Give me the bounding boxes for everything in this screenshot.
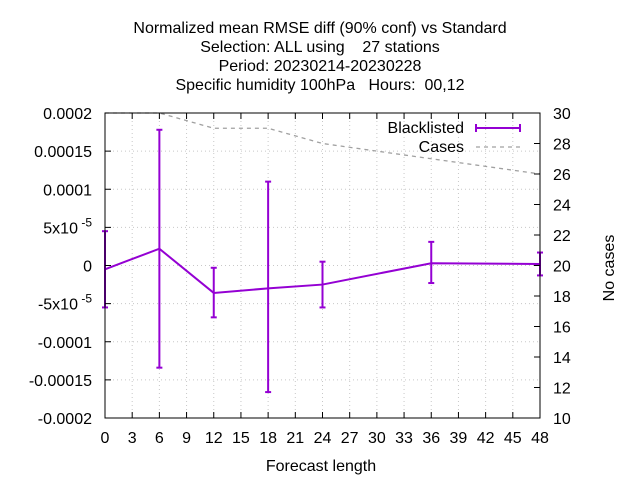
y2-tick-label: 10 (553, 411, 571, 428)
y2-tick-label: 14 (553, 350, 571, 367)
chart-title-line: Specific humidity 100hPa Hours: 00,12 (175, 77, 464, 94)
x-tick-label: 6 (155, 430, 164, 447)
y-tick-label: 5x10 -5 (43, 215, 92, 237)
blacklisted-errorbar (210, 266, 217, 319)
legend-label: Cases (419, 139, 464, 156)
chart-title: Normalized mean RMSE diff (90% conf) vs … (133, 20, 506, 94)
x-tick-label: 27 (341, 430, 359, 447)
y2-axis-label: No cases (601, 235, 618, 302)
legend-label: Blacklisted (388, 120, 464, 137)
x-tick-label: 39 (450, 430, 468, 447)
x-tick-label: 33 (395, 430, 413, 447)
y2-tick-label: 26 (553, 167, 571, 184)
x-tick-label: 12 (205, 430, 223, 447)
blacklisted-errorbar (156, 128, 163, 369)
series-cases (105, 112, 541, 175)
y-axis-ticks: 0.0002 0.00015 0.0001 5x10 -5 0 -5x10 -5 -0.00… (29, 106, 111, 428)
x-tick-label: 48 (531, 430, 549, 447)
y-tick-label: 0.00015 (34, 144, 92, 161)
x-tick-label: 0 (101, 430, 110, 447)
y-tick-label: 0 (83, 259, 92, 276)
x-axis-label: Forecast length (266, 458, 376, 475)
legend-entry-cases: Cases (419, 139, 520, 156)
y-tick-label: 0.0001 (43, 182, 92, 199)
blacklisted-errorbar (319, 260, 326, 309)
cases-line (105, 112, 541, 175)
x-tick-label: 15 (232, 430, 250, 447)
x-tick-label: 9 (182, 430, 191, 447)
x-tick-label: 42 (477, 430, 495, 447)
y2-tick-label: 22 (553, 228, 571, 245)
chart-title-line: Period: 20230214-20230228 (219, 58, 422, 75)
x-tick-label: 21 (286, 430, 304, 447)
chart-title-line: Normalized mean RMSE diff (90% conf) vs … (133, 20, 506, 37)
y2-tick-label: 16 (553, 320, 571, 337)
y2-tick-label: 20 (553, 259, 571, 276)
legend: Blacklisted Cases (388, 120, 521, 156)
x-tick-label: 3 (128, 430, 137, 447)
y2-axis-ticks: 10 12 14 16 18 20 22 24 26 28 30 (534, 106, 571, 428)
y-tick-label: -5x10 -5 (38, 292, 92, 314)
x-tick-label: 45 (504, 430, 522, 447)
y-tick-label: -0.0001 (38, 335, 92, 352)
x-tick-label: 36 (422, 430, 440, 447)
y2-tick-label: 24 (553, 198, 571, 215)
y-tick-label: -0.00015 (29, 373, 92, 390)
blacklisted-errorbar (428, 240, 435, 285)
y2-tick-label: 12 (553, 381, 571, 398)
x-tick-label: 24 (314, 430, 332, 447)
y2-tick-label: 18 (553, 289, 571, 306)
x-axis-ticks: 0 3 6 9 12 15 18 21 24 27 30 33 36 39 42 45 48 (101, 113, 549, 447)
chart-title-line: Selection: ALL using 27 stations (200, 39, 440, 56)
y-tick-label: 0.0002 (43, 106, 92, 123)
x-tick-label: 30 (368, 430, 386, 447)
y-tick-label: -0.0002 (38, 411, 92, 428)
x-tick-label: 18 (259, 430, 277, 447)
y2-tick-label: 30 (553, 106, 571, 123)
legend-entry-blacklisted: Blacklisted (388, 120, 521, 137)
blacklisted-errorbar (265, 180, 272, 394)
y2-tick-label: 28 (553, 137, 571, 154)
